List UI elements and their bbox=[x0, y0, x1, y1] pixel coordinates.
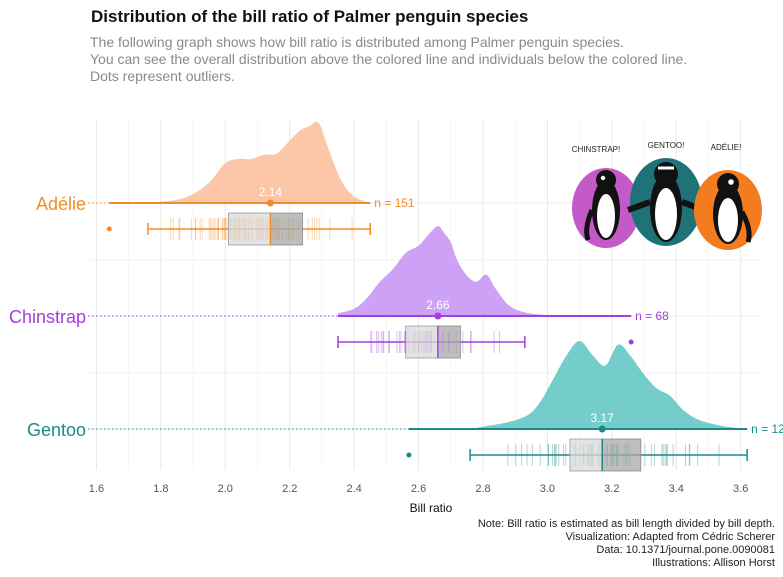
species-group-2: 3.17 n = 12 Gentoo bbox=[27, 341, 783, 472]
chinstrap-illustration-label: CHINSTRAP! bbox=[572, 145, 620, 154]
outlier-point bbox=[106, 226, 112, 232]
box-lower-half bbox=[228, 212, 271, 246]
x-tick-label: 2.0 bbox=[218, 483, 233, 495]
outlier-point bbox=[406, 452, 412, 458]
chart-subtitle-line-3: Dots represent outliers. bbox=[90, 68, 235, 84]
x-axis: 1.6 1.8 2.0 2.2 2.4 2.6 2.8 3.0 3.2 3.4 3.6 Bill ra… bbox=[89, 483, 749, 515]
x-tick-label: 2.8 bbox=[475, 483, 490, 495]
box-upper-half bbox=[601, 438, 642, 472]
n-count-label: n = 68 bbox=[635, 309, 669, 323]
species-label: Chinstrap bbox=[9, 307, 86, 327]
x-tick-label: 1.8 bbox=[153, 483, 168, 495]
median-point bbox=[598, 425, 606, 433]
box-lower-half bbox=[569, 438, 603, 472]
x-tick-label: 2.2 bbox=[282, 483, 297, 495]
x-tick-label: 1.6 bbox=[89, 483, 104, 495]
box-upper-half bbox=[269, 212, 303, 246]
x-tick-label: 3.0 bbox=[540, 483, 555, 495]
n-count-label: n = 12 bbox=[751, 422, 783, 436]
median-label: 2.66 bbox=[426, 298, 450, 312]
x-tick-label: 3.6 bbox=[733, 483, 748, 495]
gentoo-illustration-label: GENTOO! bbox=[648, 141, 685, 150]
penguin-illustration: CHINSTRAP! GENTOO! ADÉLIE! bbox=[572, 141, 762, 250]
x-axis-label: Bill ratio bbox=[410, 501, 453, 515]
x-tick-label: 2.6 bbox=[411, 483, 426, 495]
caption-data-source: Data: 10.1371/journal.pone.0090081 bbox=[596, 544, 775, 556]
density-cloud bbox=[470, 341, 748, 429]
species-group-0: 2.14 n = 151 Adélie bbox=[36, 121, 415, 246]
caption-illustrations: Illustrations: Allison Horst bbox=[652, 557, 775, 569]
median-point bbox=[434, 312, 442, 320]
x-tick-label: 2.4 bbox=[346, 483, 361, 495]
box-upper-half bbox=[437, 325, 461, 359]
species-label: Gentoo bbox=[27, 420, 86, 440]
adelie-penguin-icon bbox=[694, 170, 762, 250]
species-group-1: 2.66 n = 68 Chinstrap bbox=[9, 225, 669, 359]
density-cloud bbox=[147, 121, 371, 203]
chart-subtitle-line-1: The following graph shows how bill ratio… bbox=[90, 34, 624, 50]
caption-note: Note: Bill ratio is estimated as bill le… bbox=[477, 518, 775, 530]
chart-subtitle-line-2: You can see the overall distribution abo… bbox=[90, 51, 688, 67]
x-tick-label: 3.4 bbox=[669, 483, 684, 495]
median-label: 2.14 bbox=[259, 185, 283, 199]
chinstrap-penguin-icon bbox=[572, 168, 640, 248]
x-tick-label: 3.2 bbox=[604, 483, 619, 495]
gentoo-penguin-icon bbox=[626, 158, 706, 246]
raincloud-chart: 2.14 n = 151 Adélie 2.66 n = 68 Chinstrap 3.17… bbox=[9, 120, 783, 515]
chart-title: Distribution of the bill ratio of Palmer… bbox=[91, 7, 529, 26]
species-label: Adélie bbox=[36, 194, 86, 214]
adelie-illustration-label: ADÉLIE! bbox=[711, 143, 742, 152]
box-lower-half bbox=[405, 325, 439, 359]
caption-visualization: Visualization: Adapted from Cédric Scher… bbox=[565, 531, 775, 543]
outlier-point bbox=[628, 339, 634, 345]
density-cloud bbox=[338, 225, 632, 317]
median-point bbox=[266, 199, 274, 207]
median-label: 3.17 bbox=[590, 411, 614, 425]
n-count-label: n = 151 bbox=[374, 196, 415, 210]
